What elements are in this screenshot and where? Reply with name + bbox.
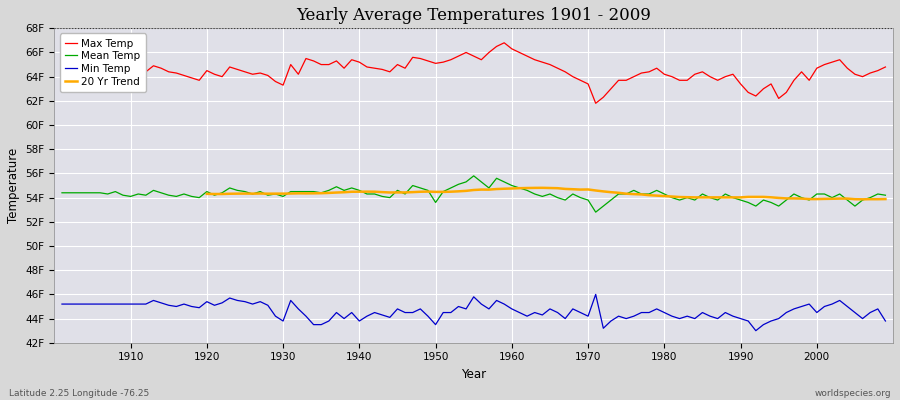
Line: 20 Yr Trend: 20 Yr Trend: [207, 188, 886, 199]
Mean Temp: [468, 174, 479, 178]
Line: Mean Temp: Mean Temp: [62, 176, 886, 212]
Line: Max Temp: Max Temp: [62, 43, 886, 103]
Min Temp: [57, 302, 68, 306]
Mean Temp: [880, 193, 891, 198]
Max Temp: [613, 78, 624, 83]
20 Yr Trend: [292, 191, 303, 196]
Max Temp: [590, 101, 601, 106]
Min Temp: [118, 302, 129, 306]
20 Yr Trend: [202, 192, 212, 196]
Min Temp: [880, 319, 891, 324]
Mean Temp: [613, 192, 624, 196]
Min Temp: [606, 319, 616, 324]
Mean Temp: [590, 210, 601, 214]
Min Temp: [499, 302, 509, 306]
Mean Temp: [331, 184, 342, 189]
Mean Temp: [507, 183, 517, 188]
Title: Yearly Average Temperatures 1901 - 2009: Yearly Average Temperatures 1901 - 2009: [296, 7, 651, 24]
20 Yr Trend: [408, 190, 418, 194]
Max Temp: [57, 68, 68, 73]
20 Yr Trend: [682, 195, 693, 200]
Max Temp: [118, 73, 129, 78]
20 Yr Trend: [857, 197, 868, 202]
Mean Temp: [118, 193, 129, 198]
Max Temp: [285, 62, 296, 67]
Min Temp: [751, 328, 761, 333]
Max Temp: [499, 40, 509, 45]
Legend: Max Temp, Mean Temp, Min Temp, 20 Yr Trend: Max Temp, Mean Temp, Min Temp, 20 Yr Tre…: [59, 34, 146, 92]
Max Temp: [507, 46, 517, 51]
Text: worldspecies.org: worldspecies.org: [814, 389, 891, 398]
Y-axis label: Temperature: Temperature: [7, 148, 20, 223]
Line: Min Temp: Min Temp: [62, 294, 886, 331]
Min Temp: [507, 306, 517, 311]
Mean Temp: [514, 186, 525, 190]
Mean Temp: [285, 189, 296, 194]
X-axis label: Year: Year: [461, 368, 486, 381]
Text: Latitude 2.25 Longitude -76.25: Latitude 2.25 Longitude -76.25: [9, 389, 149, 398]
Max Temp: [514, 50, 525, 55]
Min Temp: [590, 292, 601, 297]
Min Temp: [285, 298, 296, 303]
20 Yr Trend: [865, 197, 876, 202]
20 Yr Trend: [880, 197, 891, 202]
Min Temp: [331, 310, 342, 315]
20 Yr Trend: [788, 196, 799, 201]
Mean Temp: [57, 190, 68, 195]
Max Temp: [880, 64, 891, 69]
20 Yr Trend: [537, 186, 548, 190]
20 Yr Trend: [773, 196, 784, 200]
Max Temp: [331, 58, 342, 63]
